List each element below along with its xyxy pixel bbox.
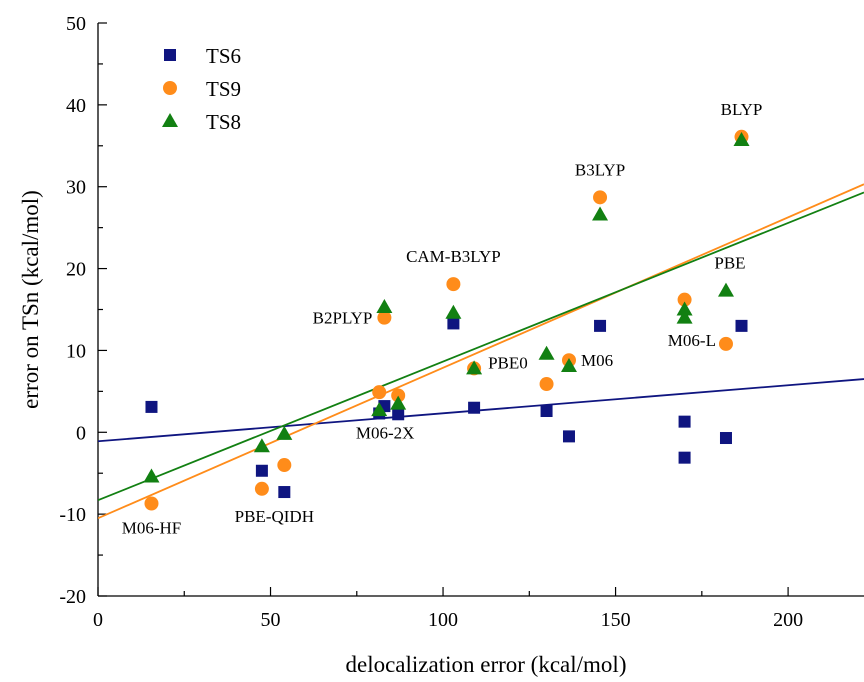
x-tick-label: 0 — [93, 609, 103, 631]
x-axis-title: delocalization error (kcal/mol) — [346, 652, 627, 677]
point-ts9 — [539, 376, 554, 391]
point-ts8 — [390, 395, 407, 410]
point-label: PBE — [714, 254, 745, 273]
point-ts8 — [143, 468, 160, 483]
data-markers — [143, 129, 750, 511]
point-ts9 — [144, 496, 159, 511]
point-label: B3LYP — [575, 160, 625, 179]
fit-lines — [98, 183, 864, 520]
point-ts8 — [253, 438, 270, 453]
point-ts9 — [593, 190, 608, 205]
point-ts9 — [277, 458, 292, 473]
point-ts9 — [254, 481, 269, 496]
legend-label-ts6: TS6 — [206, 44, 241, 68]
series-ts8 — [143, 132, 750, 483]
point-ts8 — [592, 206, 609, 221]
point-ts6 — [678, 451, 691, 464]
point-ts6 — [540, 405, 553, 418]
point-ts6 — [392, 408, 405, 421]
point-label: BLYP — [721, 100, 763, 119]
point-ts6 — [735, 319, 748, 332]
y-tick-label: 30 — [66, 177, 86, 199]
point-label: CAM-B3LYP — [406, 247, 501, 266]
point-label: M06-2X — [356, 423, 415, 442]
point-ts6 — [468, 401, 481, 414]
point-label: B2PLYP — [313, 309, 373, 328]
point-ts8 — [276, 425, 293, 440]
legend: TS6 TS9 TS8 — [162, 44, 241, 134]
point-ts9 — [372, 385, 387, 400]
point-label: PBE0 — [488, 353, 528, 372]
point-ts6 — [278, 486, 291, 499]
series-ts9 — [144, 129, 749, 511]
point-ts6 — [562, 430, 575, 443]
y-tick-label: 40 — [66, 95, 86, 117]
y-tick-label: -20 — [59, 586, 86, 608]
legend-label-ts8: TS8 — [206, 110, 241, 134]
point-ts8 — [371, 402, 388, 417]
point-ts6 — [255, 464, 268, 477]
x-tick-label: 150 — [601, 609, 631, 631]
fit-line-ts6 — [98, 378, 864, 443]
legend-marker-ts9 — [163, 81, 177, 95]
point-ts9 — [377, 310, 392, 325]
point-ts8 — [445, 304, 462, 319]
point-ts8 — [717, 282, 734, 297]
legend-marker-ts6 — [164, 49, 176, 61]
point-annotations: BLYP B3LYP CAM-B3LYP PBE B2PLYP M06-L PBE0 M06 M… — [122, 100, 763, 538]
fit-line-ts8 — [98, 191, 864, 502]
x-tick-label: 50 — [261, 609, 281, 631]
point-ts8 — [466, 360, 483, 375]
point-ts6 — [594, 319, 607, 332]
point-ts8 — [676, 301, 693, 316]
point-ts8 — [560, 357, 577, 372]
point-ts6 — [678, 415, 691, 428]
legend-label-ts9: TS9 — [206, 77, 241, 101]
point-label: M06 — [581, 351, 613, 370]
series-ts6 — [145, 317, 748, 499]
point-label: PBE-QIDH — [235, 507, 314, 526]
point-ts8 — [376, 299, 393, 314]
point-ts9 — [718, 336, 733, 351]
y-axis-title: error on TSn (kcal/mol) — [18, 190, 43, 409]
axes: 0 50 100 150 200 -20 -10 0 10 20 30 40 50 — [59, 13, 864, 631]
y-tick-label: 50 — [66, 13, 86, 35]
point-ts9 — [391, 388, 406, 403]
point-label: M06-HF — [122, 519, 182, 538]
x-tick-label: 200 — [773, 609, 803, 631]
fit-line-ts9 — [98, 183, 864, 520]
point-ts8 — [676, 309, 693, 324]
point-label: M06-L — [668, 331, 716, 350]
y-tick-label: 20 — [66, 259, 86, 281]
x-tick-label: 100 — [428, 609, 458, 631]
y-tick-label: 10 — [66, 340, 86, 362]
point-ts6 — [145, 400, 158, 413]
point-ts8 — [733, 132, 750, 147]
point-ts6 — [447, 317, 460, 330]
y-tick-label: -10 — [59, 504, 86, 526]
legend-marker-ts8 — [162, 113, 178, 127]
point-ts9 — [677, 292, 692, 307]
point-ts6 — [719, 432, 732, 445]
point-ts8 — [538, 345, 555, 360]
point-ts9 — [446, 277, 461, 292]
y-tick-label: 0 — [76, 422, 86, 444]
